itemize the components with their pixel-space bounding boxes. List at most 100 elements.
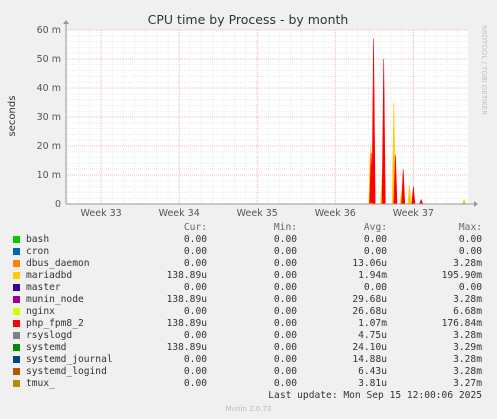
legend-max-value: 3.28m <box>453 294 482 305</box>
last-update: Last update: Mon Sep 15 12:00:06 2025 <box>268 390 482 401</box>
legend-swatch <box>13 260 20 267</box>
legend-avg-value: 1.07m <box>358 318 387 329</box>
legend-cur-value: 0.00 <box>183 258 207 269</box>
legend-series-name: nginx <box>26 306 55 317</box>
legend-series-name: systemd <box>26 342 67 353</box>
legend-cur-value: 0.00 <box>183 246 207 257</box>
legend-swatch <box>13 284 20 291</box>
legend-max-value: 3.28m <box>453 354 482 365</box>
legend-min-value: 0.00 <box>273 270 297 281</box>
legend-min-value: 0.00 <box>273 366 297 377</box>
legend-avg-value: 3.81u <box>358 378 387 389</box>
legend-avg-value: 0.00 <box>363 246 387 257</box>
legend-series-name: cron <box>26 246 50 257</box>
legend-swatch <box>13 272 20 279</box>
legend-swatch <box>13 368 20 375</box>
x-tick-label: Week 35 <box>237 208 278 219</box>
legend-avg-value: 29.68u <box>352 294 387 305</box>
legend-row-master: master 0.00 0.00 0.00 0.00 <box>0 282 497 294</box>
legend-cur-value: 0.00 <box>183 330 207 341</box>
legend-row-nginx: nginx 0.00 0.00 26.68u 6.68m <box>0 306 497 318</box>
legend-swatch <box>13 380 20 387</box>
legend-row-dbus-daemon: dbus_daemon 0.00 0.00 13.06u 3.28m <box>0 258 497 270</box>
legend-max-value: 0.00 <box>458 234 482 245</box>
legend-avg-value: 4.75u <box>358 330 387 341</box>
legend-header-avg: Avg: <box>363 222 387 233</box>
legend-max-value: 176.84m <box>441 318 482 329</box>
legend-swatch <box>13 332 20 339</box>
y-axis-arrow <box>63 20 69 24</box>
legend-series-name: systemd_journal <box>26 354 113 365</box>
legend-swatch <box>13 308 20 315</box>
legend-min-value: 0.00 <box>273 306 297 317</box>
y-axis-label: seconds <box>7 96 18 137</box>
x-tick-label: Week 34 <box>159 208 200 219</box>
y-tick-label: 10 m <box>37 170 61 181</box>
legend-max-value: 195.90m <box>441 270 482 281</box>
legend-avg-value: 24.10u <box>352 342 387 353</box>
legend-max-value: 3.28m <box>453 330 482 341</box>
chart-title: CPU time by Process - by month <box>148 12 349 27</box>
legend-cur-value: 0.00 <box>183 306 207 317</box>
legend-cur-value: 138.89u <box>166 318 207 329</box>
legend-cur-value: 138.89u <box>166 270 207 281</box>
legend-header-min: Min: <box>273 222 297 233</box>
munin-version: Munin 2.0.73 <box>225 405 272 413</box>
legend-header: Cur: Min: Avg: Max: <box>0 222 497 234</box>
legend-min-value: 0.00 <box>273 246 297 257</box>
legend-avg-value: 26.68u <box>352 306 387 317</box>
legend-swatch <box>13 344 20 351</box>
legend-swatch <box>13 248 20 255</box>
legend-series-name: php_fpm8_2 <box>26 318 84 329</box>
legend-series-name: master <box>26 282 61 293</box>
legend-row-munin-node: munin_node 138.89u 0.00 29.68u 3.28m <box>0 294 497 306</box>
legend-row-systemd-journal: systemd_journal 0.00 0.00 14.88u 3.28m <box>0 354 497 366</box>
x-axis-arrow <box>474 201 478 207</box>
y-tick-label: 50 m <box>37 54 61 65</box>
legend-cur-value: 138.89u <box>166 342 207 353</box>
legend-swatch <box>13 356 20 363</box>
legend-max-value: 3.27m <box>453 378 482 389</box>
legend-min-value: 0.00 <box>273 294 297 305</box>
grid <box>66 29 468 205</box>
legend-min-value: 0.00 <box>273 342 297 353</box>
x-tick-label: Week 36 <box>315 208 356 219</box>
legend-series-name: dbus_daemon <box>26 258 90 269</box>
legend-avg-value: 0.00 <box>363 282 387 293</box>
y-tick-label: 40 m <box>37 83 61 94</box>
legend-series-name: bash <box>26 234 50 245</box>
y-tick-label: 60 m <box>37 25 61 36</box>
legend-min-value: 0.00 <box>273 378 297 389</box>
legend-min-value: 0.00 <box>273 258 297 269</box>
legend-cur-value: 138.89u <box>166 294 207 305</box>
y-tick-label: 0 <box>55 199 61 210</box>
legend-row-rsyslogd: rsyslogd 0.00 0.00 4.75u 3.28m <box>0 330 497 342</box>
legend-series-name: systemd_logind <box>26 366 107 377</box>
legend-min-value: 0.00 <box>273 354 297 365</box>
legend-cur-value: 0.00 <box>183 378 207 389</box>
legend-max-value: 6.68m <box>453 306 482 317</box>
legend-min-value: 0.00 <box>273 318 297 329</box>
x-tick-label: Week 37 <box>393 208 434 219</box>
cpu-time-chart: CPU time by Process - by month seconds R… <box>7 12 488 219</box>
legend-max-value: 3.29m <box>453 342 482 353</box>
legend-series-name: rsyslogd <box>26 330 73 341</box>
legend-row-php-fpm8-2: php_fpm8_2 138.89u 0.00 1.07m 176.84m <box>0 318 497 330</box>
legend-cur-value: 0.00 <box>183 282 207 293</box>
legend-swatch <box>13 320 20 327</box>
legend-avg-value: 14.88u <box>352 354 387 365</box>
legend-max-value: 3.28m <box>453 258 482 269</box>
legend-series-name: tmux_ <box>26 378 55 389</box>
legend-row-cron: cron 0.00 0.00 0.00 0.00 <box>0 246 497 258</box>
legend-cur-value: 0.00 <box>183 234 207 245</box>
legend-header-cur: Cur: <box>183 222 207 233</box>
legend-cur-value: 0.00 <box>183 354 207 365</box>
legend-row-mariadbd: mariadbd 138.89u 0.00 1.94m 195.90m <box>0 270 497 282</box>
legend-max-value: 3.28m <box>453 366 482 377</box>
legend-max-value: 0.00 <box>458 246 482 257</box>
legend-row-systemd: systemd 138.89u 0.00 24.10u 3.29m <box>0 342 497 354</box>
legend-avg-value: 6.43u <box>358 366 387 377</box>
legend-row-systemd-logind: systemd_logind 0.00 0.00 6.43u 3.28m <box>0 366 497 378</box>
legend-max-value: 0.00 <box>458 282 482 293</box>
legend-avg-value: 0.00 <box>363 234 387 245</box>
